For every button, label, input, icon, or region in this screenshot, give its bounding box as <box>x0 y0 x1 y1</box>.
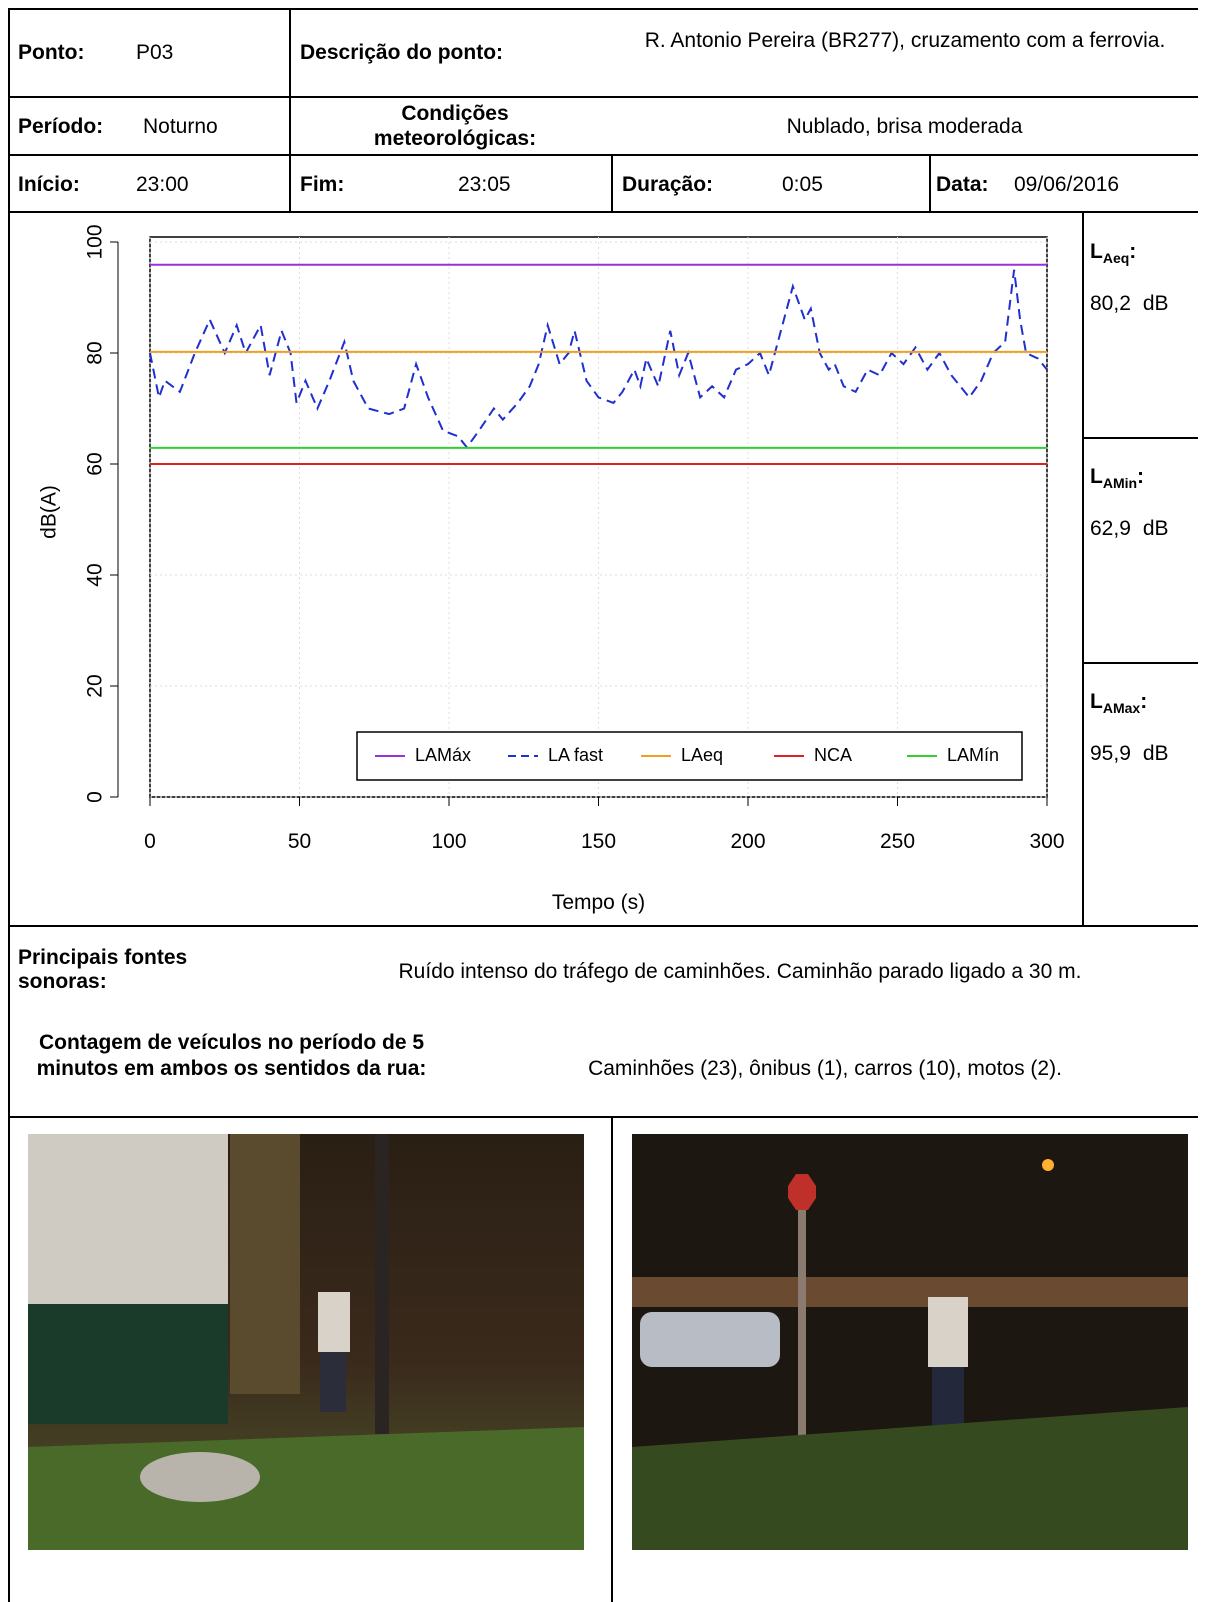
metric-sub: AMin <box>1103 475 1137 491</box>
y-tick-label: 100 <box>84 224 107 259</box>
value: R. Antonio Pereira (BR277), cruzamento c… <box>630 28 1180 54</box>
label: Período: <box>18 115 103 139</box>
chart: 0 20 40 60 80 100 0 50 100 150 200 250 300 Tempo (s) d… <box>0 212 1082 925</box>
x-tick-label: 200 <box>730 830 765 853</box>
metric-value: 80,2 dB <box>1090 292 1169 316</box>
metric-unit: dB <box>1143 517 1169 540</box>
value: P03 <box>136 41 173 65</box>
metric-sub: Aeq <box>1103 250 1129 266</box>
x-tick-label: 250 <box>880 830 915 853</box>
legend-label: LAeq <box>681 745 723 765</box>
x-tick-label: 100 <box>431 830 466 853</box>
metric-value: 62,9 dB <box>1090 517 1169 541</box>
value: 0:05 <box>782 173 823 197</box>
label: Principais fontes sonoras: <box>18 946 258 994</box>
metric-value: 95,9 <box>1090 742 1131 765</box>
photo-right <box>632 1134 1188 1550</box>
metric-label: LAMax: <box>1090 690 1147 716</box>
x-axis-label: Tempo (s) <box>552 891 645 914</box>
value: Caminhões (23), ônibus (1), carros (10),… <box>450 1057 1200 1081</box>
label: Início: <box>18 173 80 197</box>
x-tick-label: 150 <box>581 830 616 853</box>
value: Nublado, brisa moderada <box>612 115 1197 139</box>
metric-sep: : <box>1137 465 1144 488</box>
metric-sub: AMax <box>1103 700 1140 716</box>
metric-value: 80,2 <box>1090 292 1131 315</box>
label: Duração: <box>622 173 713 197</box>
metric-value: 95,9 dB <box>1090 742 1169 766</box>
legend: LAMáx LA fast LAeq NCA LAMín <box>357 732 1022 780</box>
metric-symbol: L <box>1090 690 1103 713</box>
metric-unit: dB <box>1143 742 1169 765</box>
y-tick-label: 20 <box>84 674 107 697</box>
label: Data: <box>936 173 989 197</box>
value: 23:05 <box>458 173 511 197</box>
label: Descrição do ponto: <box>300 41 503 65</box>
metric-symbol: L <box>1090 465 1103 488</box>
value: Noturno <box>143 115 218 139</box>
legend-label: LAMín <box>947 745 999 765</box>
value: Ruído intenso do tráfego de caminhões. C… <box>300 960 1180 984</box>
label: Condições meteorológicas: <box>330 101 580 151</box>
x-tick-label: 50 <box>288 830 311 853</box>
photo-left <box>28 1134 584 1550</box>
y-tick-label: 60 <box>84 452 107 475</box>
legend-label: LA fast <box>548 745 603 765</box>
value: 09/06/2016 <box>1014 173 1119 197</box>
x-tick-label: 300 <box>1029 830 1064 853</box>
photos <box>0 1117 1220 1602</box>
legend-label: NCA <box>814 745 852 765</box>
metric-label: LAeq: <box>1090 240 1136 266</box>
metric-sep: : <box>1140 690 1147 713</box>
metric-value: 62,9 <box>1090 517 1131 540</box>
metric-unit: dB <box>1143 292 1169 315</box>
value: 23:00 <box>136 173 189 197</box>
label: Contagem de veículos no período de 5 min… <box>14 1030 449 1082</box>
x-tick-label: 0 <box>144 830 156 853</box>
label: Fim: <box>300 173 344 197</box>
metric-sep: : <box>1129 240 1136 263</box>
legend-label: LAMáx <box>415 745 471 765</box>
page: Ponto: P03 Descrição do ponto: R. Antoni… <box>0 0 1220 1602</box>
y-tick-label: 40 <box>84 563 107 586</box>
y-axis-label: dB(A) <box>38 485 61 539</box>
y-tick-label: 80 <box>84 341 107 364</box>
metric-symbol: L <box>1090 240 1103 263</box>
metric-label: LAMin: <box>1090 465 1144 491</box>
y-tick-label: 0 <box>84 791 107 803</box>
label: Ponto: <box>18 41 84 65</box>
